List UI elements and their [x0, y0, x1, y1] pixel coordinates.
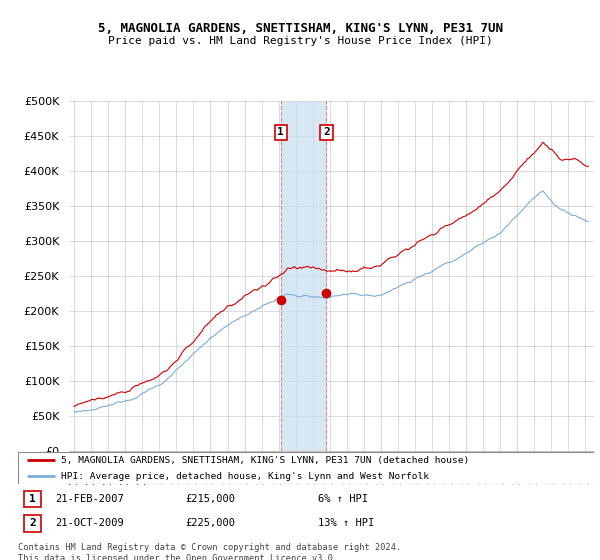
Text: 2: 2: [29, 519, 36, 529]
FancyBboxPatch shape: [18, 452, 594, 484]
Text: 1: 1: [277, 127, 284, 137]
Text: 6% ↑ HPI: 6% ↑ HPI: [317, 494, 368, 504]
Text: £225,000: £225,000: [185, 519, 235, 529]
Text: Price paid vs. HM Land Registry's House Price Index (HPI): Price paid vs. HM Land Registry's House …: [107, 36, 493, 46]
Text: £215,000: £215,000: [185, 494, 235, 504]
Bar: [281, 101, 326, 451]
Text: 5, MAGNOLIA GARDENS, SNETTISHAM, KING'S LYNN, PE31 7UN (detached house): 5, MAGNOLIA GARDENS, SNETTISHAM, KING'S …: [61, 455, 469, 465]
Text: 13% ↑ HPI: 13% ↑ HPI: [317, 519, 374, 529]
Text: 21-FEB-2007: 21-FEB-2007: [55, 494, 124, 504]
Text: 21-OCT-2009: 21-OCT-2009: [55, 519, 124, 529]
FancyBboxPatch shape: [24, 515, 41, 531]
Text: 2: 2: [323, 127, 330, 137]
Text: 1: 1: [29, 494, 36, 504]
Text: Contains HM Land Registry data © Crown copyright and database right 2024.
This d: Contains HM Land Registry data © Crown c…: [18, 543, 401, 560]
Text: HPI: Average price, detached house, King's Lynn and West Norfolk: HPI: Average price, detached house, King…: [61, 472, 429, 481]
Text: 5, MAGNOLIA GARDENS, SNETTISHAM, KING'S LYNN, PE31 7UN: 5, MAGNOLIA GARDENS, SNETTISHAM, KING'S …: [97, 22, 503, 35]
FancyBboxPatch shape: [24, 491, 41, 507]
